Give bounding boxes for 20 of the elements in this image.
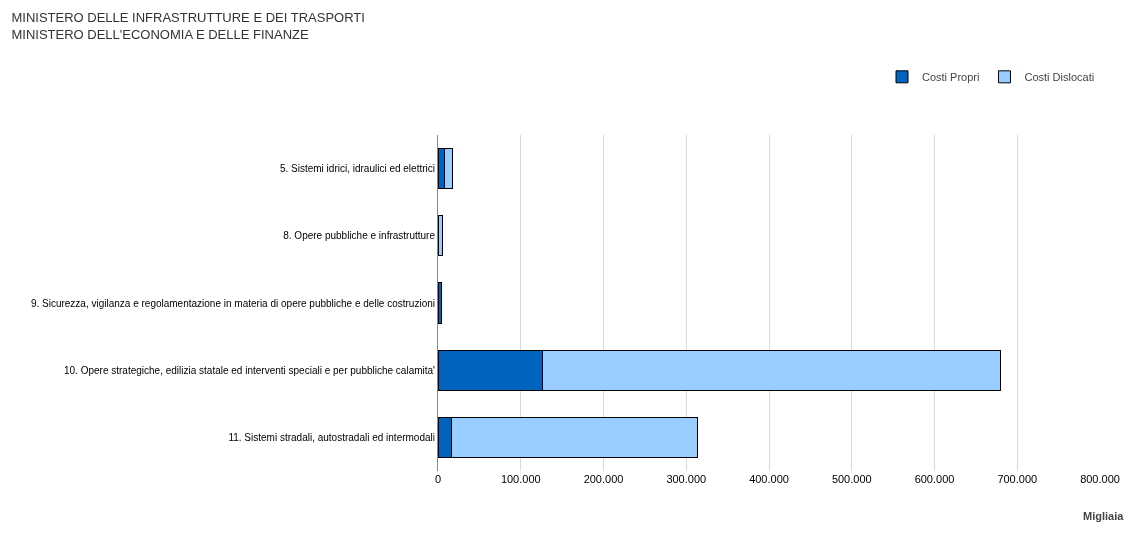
y-tick-label: 11. Sistemi stradali, autostradali ed intermodali (228, 431, 435, 443)
x-tick-label: 800.000 (1080, 473, 1120, 485)
text: MINISTERO DELLE INFRASTRUTTURE E DEI TRASPORTI MINISTERO DELL'ECONOMIA E DELLE FINANZE (11, 9, 365, 42)
bar (438, 215, 443, 257)
x-axis-title: Migliaia (1083, 510, 1125, 522)
y-tick-label: 5. Sistemi idrici, idraulici ed elettrici (279, 163, 435, 175)
legend-label: Costi Propri (922, 71, 980, 84)
x-tick-label: 100.000 (500, 473, 541, 485)
legend-label: Costi Dislocati (1024, 71, 1095, 84)
x-tick-label: 600.000 (914, 473, 955, 485)
y-tick-label: 9. Sicurezza, vigilanza e regolamentazione in materia di opere pubbliche e delle costruzioni (30, 297, 435, 309)
x-tick-label: 200.000 (583, 473, 624, 485)
x-tick-label: 700.000 (997, 473, 1038, 485)
bar (438, 282, 442, 324)
y-tick-label: 10. Opere strategiche, edilizia statale ed interventi speciali e per pubbliche calamita' (63, 364, 436, 376)
y-tick-label: 8. Opere pubbliche e infrastrutture (283, 230, 436, 242)
x-tick-label: 300.000 (666, 473, 707, 485)
x-tick-label: 400.000 (749, 473, 789, 485)
x-tick-label: 0 (434, 473, 442, 485)
x-tick-label: 500.000 (831, 473, 872, 485)
